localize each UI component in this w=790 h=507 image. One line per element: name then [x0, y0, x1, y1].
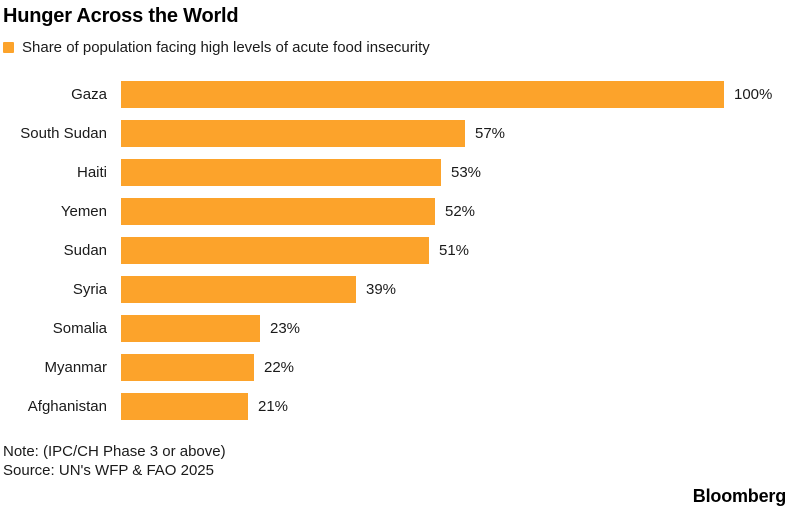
- bar-value: 53%: [451, 164, 482, 181]
- note-text: Note: (IPC/CH Phase 3 or above): [3, 443, 226, 460]
- bar-label: Syria: [72, 281, 107, 298]
- bar-track: 52%: [121, 198, 475, 225]
- bar-track: 51%: [121, 237, 469, 264]
- bar-value: 51%: [439, 242, 470, 259]
- bar-value: 100%: [734, 86, 773, 103]
- bar-track: 23%: [121, 315, 300, 342]
- chart-row: Afghanistan 21%: [3, 387, 790, 426]
- legend-swatch-icon: [3, 42, 14, 53]
- chart-row: Syria 39%: [3, 270, 790, 309]
- bar-label: Haiti: [76, 164, 107, 181]
- legend: Share of population facing high levels o…: [3, 40, 790, 55]
- bar-label: Afghanistan: [27, 398, 107, 415]
- bar: [121, 315, 260, 342]
- bar-label: Somalia: [52, 320, 107, 337]
- bar: [121, 81, 724, 108]
- bar-track: 100%: [121, 81, 772, 108]
- bar-label: Yemen: [60, 203, 107, 220]
- legend-label: Share of population facing high levels o…: [22, 39, 430, 56]
- bar-track: 39%: [121, 276, 396, 303]
- bar-value: 22%: [264, 359, 295, 376]
- bar: [121, 159, 441, 186]
- bar-label: Gaza: [71, 86, 107, 103]
- bar-track: 57%: [121, 120, 505, 147]
- bar-chart: Gaza 100% South Sudan 57% Haiti 53% Yemen 52% Su…: [3, 75, 790, 426]
- bar-label: Myanmar: [44, 359, 107, 376]
- chart-row: Sudan 51%: [3, 231, 790, 270]
- bar-track: 21%: [121, 393, 288, 420]
- bar-value: 57%: [475, 125, 506, 142]
- chart-row: Somalia 23%: [3, 309, 790, 348]
- chart-rows: Gaza 100% South Sudan 57% Haiti 53% Yemen 52% Su…: [3, 75, 790, 426]
- chart-footer: Note: (IPC/CH Phase 3 or above) Source: …: [3, 442, 790, 480]
- chart-row: Haiti 53%: [3, 153, 790, 192]
- bar-value: 23%: [270, 320, 301, 337]
- bar: [121, 393, 248, 420]
- chart-row: Gaza 100%: [3, 75, 790, 114]
- chart-row: Yemen 52%: [3, 192, 790, 231]
- bar: [121, 354, 254, 381]
- bar-value: 52%: [445, 203, 476, 220]
- bar-track: 22%: [121, 354, 294, 381]
- bar: [121, 237, 429, 264]
- bar: [121, 120, 465, 147]
- bar-value: 21%: [258, 398, 289, 415]
- bar: [121, 198, 435, 225]
- chart-row: Myanmar 22%: [3, 348, 790, 387]
- chart-row: South Sudan 57%: [3, 114, 790, 153]
- bloomberg-logo: Bloomberg: [692, 486, 786, 506]
- bar-value: 39%: [366, 281, 397, 298]
- bar-label: Sudan: [63, 242, 107, 259]
- page-title: Hunger Across the World: [3, 5, 239, 27]
- bar-label: South Sudan: [20, 125, 107, 142]
- bar-track: 53%: [121, 159, 481, 186]
- source-text: Source: UN's WFP & FAO 2025: [3, 462, 214, 479]
- bar: [121, 276, 356, 303]
